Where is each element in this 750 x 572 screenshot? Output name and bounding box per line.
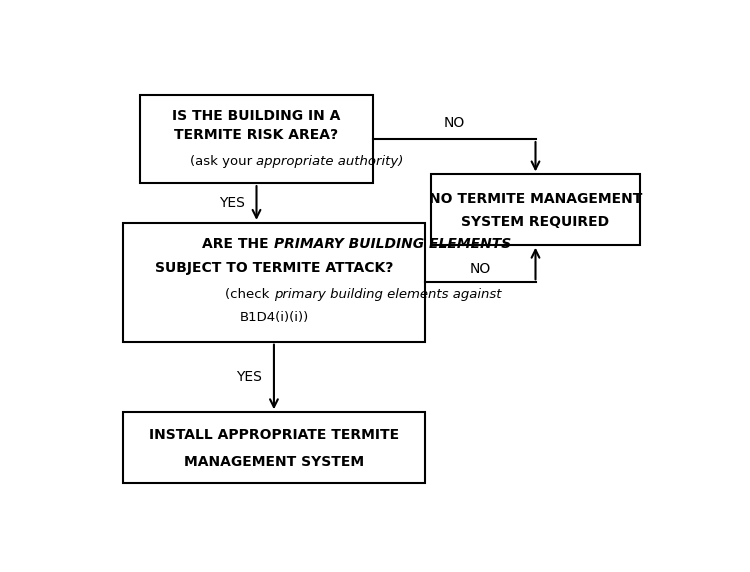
Text: primary building elements against: primary building elements against xyxy=(274,288,502,301)
Text: NO: NO xyxy=(470,261,491,276)
Bar xyxy=(123,223,425,341)
Text: (ask your: (ask your xyxy=(190,154,256,168)
Text: appropriate authority): appropriate authority) xyxy=(256,154,404,168)
Text: (check: (check xyxy=(225,288,274,301)
Text: MANAGEMENT SYSTEM: MANAGEMENT SYSTEM xyxy=(184,455,364,468)
Text: NO: NO xyxy=(443,116,465,130)
Text: B1D4(i)(i)): B1D4(i)(i)) xyxy=(239,311,308,324)
Text: YES: YES xyxy=(219,196,245,210)
Text: SUBJECT TO TERMITE ATTACK?: SUBJECT TO TERMITE ATTACK? xyxy=(154,261,393,275)
Bar xyxy=(123,412,425,483)
Text: IS THE BUILDING IN A: IS THE BUILDING IN A xyxy=(172,109,340,123)
Text: SYSTEM REQUIRED: SYSTEM REQUIRED xyxy=(461,215,610,229)
Bar xyxy=(430,174,640,245)
Text: TERMITE RISK AREA?: TERMITE RISK AREA? xyxy=(175,128,338,142)
Text: NO TERMITE MANAGEMENT: NO TERMITE MANAGEMENT xyxy=(429,192,642,206)
Text: PRIMARY BUILDING ELEMENTS: PRIMARY BUILDING ELEMENTS xyxy=(274,237,512,251)
Text: YES: YES xyxy=(236,370,262,384)
Text: ARE THE: ARE THE xyxy=(202,237,274,251)
Bar xyxy=(140,95,373,183)
Text: INSTALL APPROPRIATE TERMITE: INSTALL APPROPRIATE TERMITE xyxy=(148,428,399,442)
